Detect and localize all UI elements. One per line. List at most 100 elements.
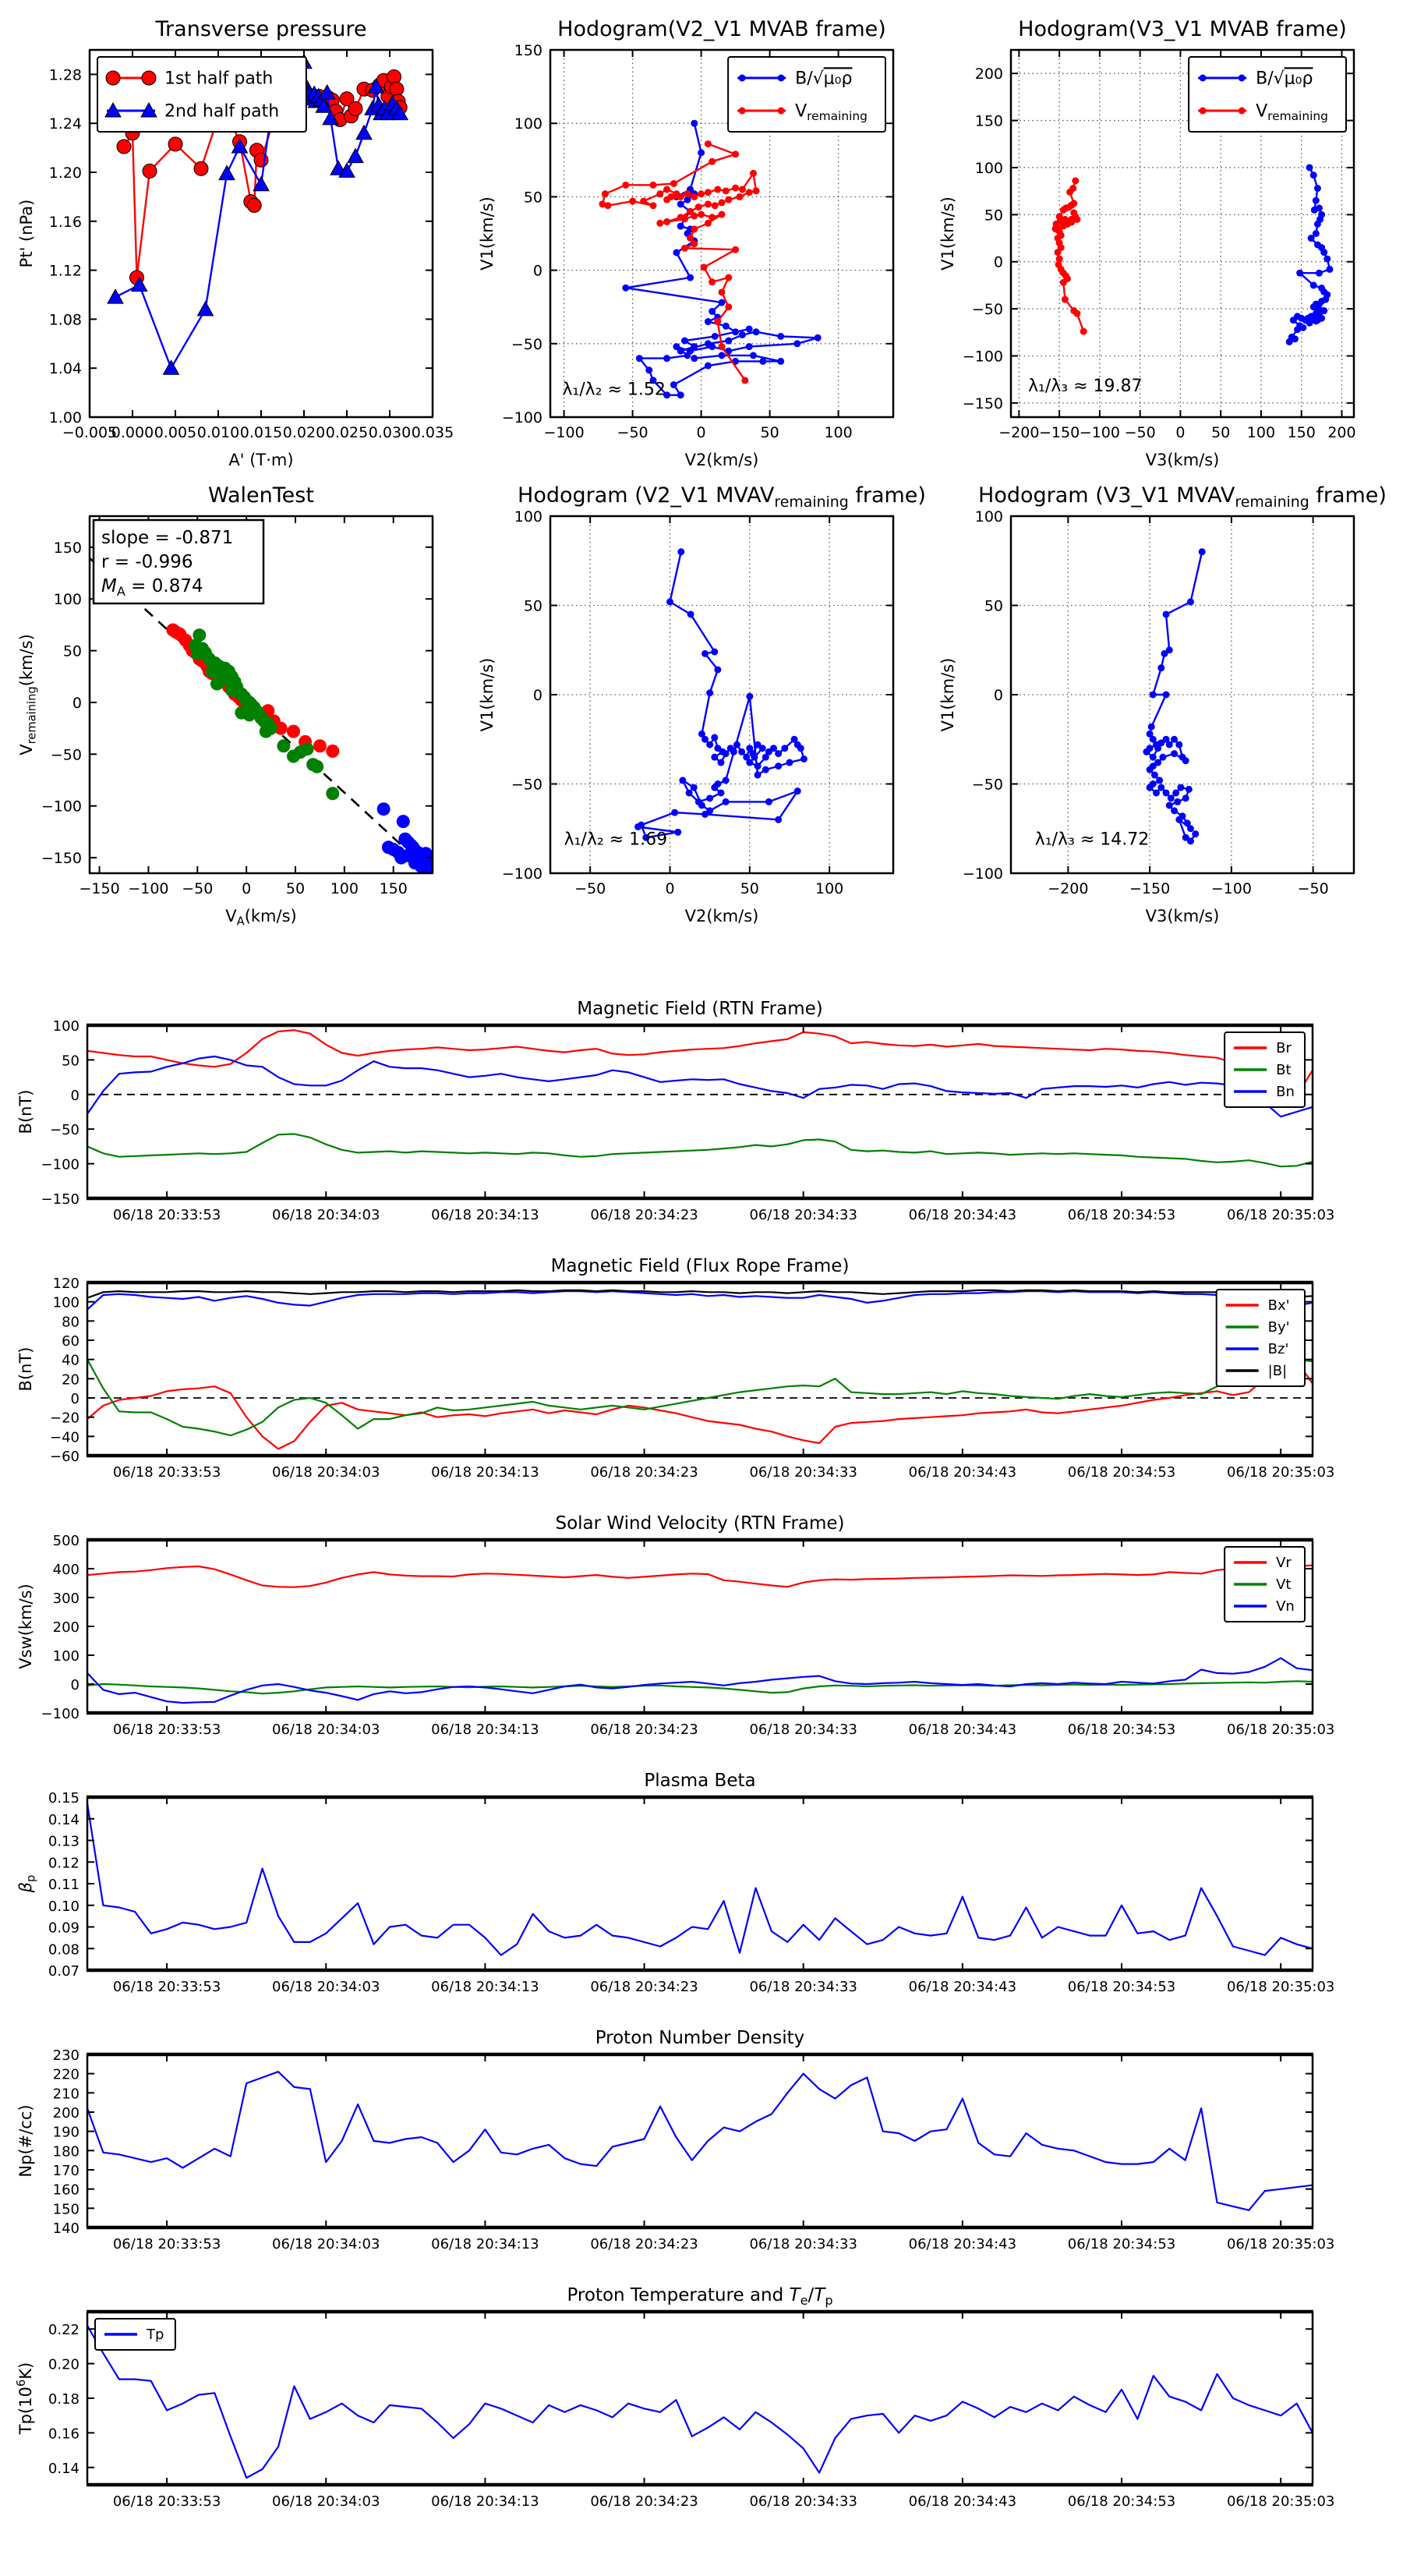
dot-marker bbox=[738, 74, 746, 82]
dot-marker bbox=[814, 334, 822, 341]
y-tick-label: −100 bbox=[502, 409, 542, 426]
ticks: −100 −50 0 50 100 −100 −50 0 50 100 150 bbox=[502, 42, 893, 441]
dot-marker bbox=[663, 186, 671, 193]
x-tick-label: 06/18 20:34:03 bbox=[272, 1721, 380, 1738]
dot-marker bbox=[1318, 314, 1326, 322]
y-tick-label: 0 bbox=[71, 1677, 80, 1693]
x-tick-label: 06/18 20:34:03 bbox=[272, 2493, 380, 2510]
dot-marker bbox=[1289, 317, 1297, 324]
triangle-marker bbox=[367, 78, 385, 94]
dot-marker bbox=[1146, 784, 1154, 791]
ticks: −50 0 50 100 −100 −50 0 50 100 bbox=[502, 508, 893, 897]
dot-marker bbox=[738, 107, 746, 115]
x-tick-label: 06/18 20:34:53 bbox=[1068, 1979, 1175, 1995]
stats-line: MA = 0.874 bbox=[101, 576, 203, 599]
x-tick-label: 06/18 20:33:53 bbox=[113, 2493, 221, 2510]
dot-marker bbox=[622, 181, 630, 189]
series-group bbox=[90, 557, 433, 873]
legend-label: Bn bbox=[1276, 1084, 1295, 1100]
dot-marker bbox=[1323, 255, 1331, 263]
dot-marker bbox=[1162, 735, 1170, 743]
y-tick-label: 50 bbox=[63, 643, 82, 660]
panel-h2: −100 −50 0 50 100 −100 −50 0 50 100 150 Hodogram(V2… bbox=[478, 17, 895, 469]
x-tick-label: 0.010 bbox=[197, 424, 239, 441]
dot-marker bbox=[1146, 730, 1154, 738]
y-tick-label: −60 bbox=[50, 1449, 80, 1465]
dot-marker bbox=[673, 249, 680, 257]
y-tick-label: 0 bbox=[71, 1391, 80, 1407]
y-tick-label: 80 bbox=[62, 1314, 80, 1330]
x-tick-label: −50 bbox=[617, 424, 648, 441]
triangle-marker bbox=[315, 97, 333, 113]
dot-marker bbox=[698, 190, 705, 198]
dot-marker bbox=[700, 264, 708, 271]
dot-marker bbox=[1165, 646, 1173, 654]
dot-marker bbox=[649, 377, 657, 384]
legend: Vr Vt Vn bbox=[1224, 1546, 1306, 1622]
x-tick-label: 06/18 20:34:33 bbox=[749, 1979, 857, 1995]
dot-marker bbox=[786, 759, 793, 766]
ticks: −200 −150 −100 −50 −100 −50 0 50 100 bbox=[963, 508, 1354, 897]
dot-marker bbox=[1306, 164, 1313, 172]
y-axis-label: V1(km/s) bbox=[938, 658, 957, 732]
y-tick-label: 20 bbox=[62, 1371, 80, 1388]
x-tick-label: −50 bbox=[574, 880, 606, 897]
y-tick-label: 300 bbox=[53, 1591, 80, 1607]
ticks: 06/18 20:33:53 06/18 20:34:03 06/18 20:34:… bbox=[53, 2047, 1335, 2252]
dot-marker bbox=[754, 771, 762, 779]
dot-marker bbox=[704, 362, 712, 370]
dot-marker bbox=[677, 548, 685, 556]
x-tick-label: −50 bbox=[182, 880, 213, 897]
plot-title: WalenTest bbox=[208, 483, 314, 508]
y-axis-label: Tp(106K) bbox=[15, 2362, 35, 2435]
dot-marker bbox=[649, 202, 657, 210]
y-tick-label: 120 bbox=[53, 1276, 80, 1292]
x-tick-label: 100 bbox=[815, 880, 843, 897]
y-tick-label: 0.12 bbox=[48, 1855, 80, 1871]
y-tick-label: 0.11 bbox=[48, 1877, 80, 1893]
dot-marker bbox=[702, 649, 709, 657]
x-tick-label: 0.025 bbox=[326, 424, 368, 441]
dot-marker bbox=[800, 755, 808, 763]
dot-marker bbox=[1238, 107, 1246, 115]
x-tick-label: 06/18 20:34:23 bbox=[590, 1207, 698, 1223]
dot-marker bbox=[1149, 691, 1157, 699]
dot-marker bbox=[730, 748, 737, 755]
dot-marker bbox=[752, 328, 760, 336]
dot-marker bbox=[711, 648, 719, 656]
series-group bbox=[1051, 164, 1334, 345]
series-group bbox=[599, 119, 822, 399]
triangle-marker bbox=[338, 162, 355, 178]
dot-marker bbox=[629, 197, 637, 205]
dot-marker bbox=[1162, 789, 1170, 797]
dot-marker bbox=[709, 278, 716, 286]
dot-marker bbox=[1175, 741, 1183, 748]
y-tick-label: −100 bbox=[502, 865, 542, 883]
x-tick-label: 06/18 20:34:33 bbox=[749, 1207, 857, 1223]
y-tick-label: 0.20 bbox=[48, 2357, 80, 2373]
y-tick-label: −50 bbox=[511, 777, 542, 794]
dot-marker bbox=[746, 759, 754, 766]
dot-marker bbox=[751, 753, 758, 761]
y-tick-label: 50 bbox=[62, 1053, 80, 1069]
dot-marker bbox=[706, 807, 714, 815]
series-Vr bbox=[87, 1559, 1313, 1588]
dot-marker bbox=[714, 186, 722, 193]
x-tick-label: 06/18 20:34:43 bbox=[909, 2236, 1016, 2252]
triangle-marker bbox=[140, 101, 157, 118]
lambda-annotation: λ₁/λ₃ ≈ 14.72 bbox=[1035, 830, 1150, 849]
series-Bn bbox=[87, 1055, 1313, 1118]
x-tick-label: 06/18 20:35:03 bbox=[1227, 1207, 1334, 1223]
x-tick-label: 06/18 20:34:03 bbox=[272, 1207, 380, 1223]
dot-marker bbox=[714, 318, 722, 326]
dot-marker bbox=[1080, 327, 1087, 335]
dot-marker bbox=[622, 284, 630, 292]
x-tick-label: −100 bbox=[1080, 424, 1120, 441]
dot-marker bbox=[679, 777, 687, 784]
x-tick-label: 06/18 20:34:23 bbox=[590, 1464, 698, 1481]
y-tick-label: 0 bbox=[994, 254, 1003, 271]
dot-marker bbox=[1309, 281, 1317, 289]
y-tick-label: 1.12 bbox=[49, 263, 82, 280]
